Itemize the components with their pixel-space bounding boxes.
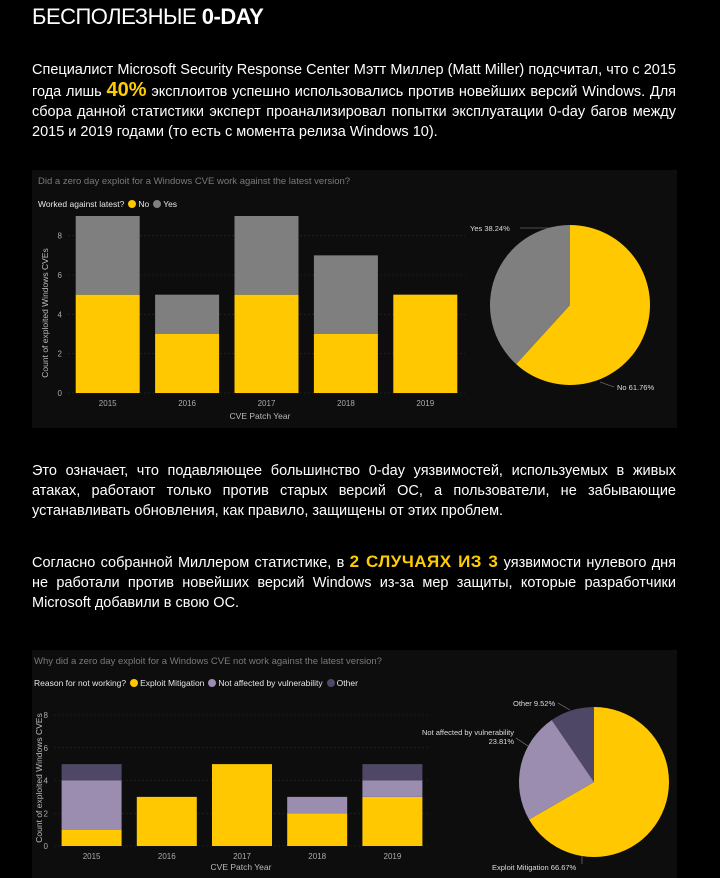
paragraph-statistics-before: Согласно собранной Миллером статистике, … <box>32 555 345 571</box>
chart1-svg: 0 2 4 6 8 2015 2016 2017 2018 2019 Count of explo… <box>40 216 654 421</box>
chart-panel-worked: Did a zero day exploit for a Windows CVE… <box>32 170 677 428</box>
bar-segment <box>155 294 220 334</box>
bar-segment <box>61 780 122 830</box>
bar-segment <box>75 216 140 295</box>
chart2-pie-label-not-affected-1: Not affected by vulnerability <box>422 728 514 737</box>
chart2-legend-other: Other <box>336 678 358 688</box>
y-tick-label: 0 <box>44 842 49 851</box>
x-tick-label: 2015 <box>83 852 101 861</box>
y-tick-label: 8 <box>58 232 63 241</box>
y-tick-label: 6 <box>44 744 49 753</box>
chart1-pie-label-no: No 61.76% <box>617 383 654 392</box>
x-tick-label: 2019 <box>416 399 434 408</box>
y-tick-label: 4 <box>58 310 63 319</box>
x-tick-label: 2016 <box>178 399 196 408</box>
bar-segment <box>287 813 348 846</box>
article-heading: БЕСПОЛЕЗНЫЕ 0-DAY <box>32 4 264 30</box>
pie-slice <box>529 707 669 857</box>
bar-segment <box>136 796 197 846</box>
legend-dot-yes <box>153 200 162 208</box>
x-tick-label: 2019 <box>384 852 402 861</box>
chart1-legend-title: Worked against latest? <box>38 199 125 209</box>
x-tick-label: 2018 <box>308 852 326 861</box>
bar-segment <box>287 796 348 814</box>
pie-slice <box>519 720 594 820</box>
x-tick-label: 2016 <box>158 852 176 861</box>
chart2-pie-leader-not-affected <box>515 737 529 747</box>
chart1-ylabel: Count of exploited Windows CVEs <box>40 248 50 377</box>
bar-segment <box>313 255 378 334</box>
highlight-percent: 40% <box>106 79 147 101</box>
paragraph-statistics: Согласно собранной Миллером статистике, … <box>32 552 676 613</box>
bar-segment <box>234 216 299 295</box>
heading-prefix: БЕСПОЛЕЗНЫЕ <box>32 4 197 29</box>
chart2-pie-label-other: Other 9.52% <box>513 699 555 708</box>
bar-segment <box>362 796 423 846</box>
paragraph-statistics-after: уязвимости нулевого дня не работали прот… <box>32 555 677 611</box>
chart1-legend: Worked against latest? No Yes <box>38 199 177 209</box>
paragraph-intro-before: Специалист Microsoft Security Response C… <box>32 62 676 100</box>
paragraph-intro: Специалист Microsoft Security Response C… <box>32 60 676 142</box>
pie-slice <box>551 707 594 782</box>
pie-slice <box>489 225 570 365</box>
bar-segment <box>362 764 423 781</box>
y-tick-label: 0 <box>58 389 63 398</box>
chart1-pie-leader-no <box>599 381 615 388</box>
chart1-xlabel: CVE Patch Year <box>230 411 291 421</box>
chart-panel-reasons: Why did a zero day exploit for a Windows… <box>32 650 677 878</box>
chart2-title: Why did a zero day exploit for a Windows… <box>34 656 382 667</box>
highlight-ratio: 2 СЛУЧАЯХ ИЗ 3 <box>349 552 499 571</box>
legend-dot-no <box>128 200 137 208</box>
legend-dot-other <box>326 679 335 687</box>
y-tick-label: 4 <box>44 777 49 786</box>
y-tick-label: 2 <box>58 350 63 359</box>
chart1-title: Did a zero day exploit for a Windows CVE… <box>38 176 351 187</box>
chart2-pie-leader-other <box>557 702 571 711</box>
bar-segment <box>393 294 458 393</box>
chart2-pie-label-not-affected-2: 23.81% <box>489 737 515 746</box>
bar-segment <box>61 764 122 781</box>
chart2-pie-label-mitigation: Exploit Mitigation 66.67% <box>492 863 577 872</box>
bar-segment <box>362 780 423 797</box>
bar-segment <box>155 334 220 393</box>
legend-dot-mitigation <box>130 679 139 687</box>
chart1-legend-no: No <box>138 199 150 209</box>
legend-dot-not-affected <box>208 679 217 687</box>
chart2-legend-title: Reason for not working? <box>34 678 127 688</box>
bar-segment <box>212 764 272 846</box>
bar-segment <box>234 294 299 393</box>
chart1-pie-label-yes: Yes 38.24% <box>470 224 510 233</box>
chart2-legend-not-affected: Not affected by vulnerability <box>218 678 323 688</box>
heading-highlight: 0-DAY <box>201 4 264 29</box>
paragraph-conclusion: Это означает, что подавляющее большинств… <box>32 463 676 519</box>
y-tick-label: 8 <box>44 711 49 720</box>
x-tick-label: 2015 <box>99 399 117 408</box>
x-tick-label: 2017 <box>258 399 276 408</box>
x-tick-label: 2017 <box>233 852 251 861</box>
chart2-legend: Reason for not working? Exploit Mitigatio… <box>34 678 358 688</box>
chart2-xlabel: CVE Patch Year <box>211 862 272 872</box>
bar-segment <box>75 294 140 393</box>
y-tick-label: 6 <box>58 271 63 280</box>
bar-segment <box>313 334 378 393</box>
chart2-legend-mitigation: Exploit Mitigation <box>140 678 205 688</box>
x-tick-label: 2018 <box>337 399 355 408</box>
chart2-svg: 0 2 4 6 8 2015 2016 2017 2018 2019 Count of explo… <box>34 699 669 872</box>
y-tick-label: 2 <box>44 809 49 818</box>
bar-segment <box>61 829 122 846</box>
pie-slice <box>516 225 650 385</box>
paragraph-intro-after: эксплоитов успешно использовались против… <box>32 84 677 140</box>
chart2-ylabel: Count of exploited Windows CVEs <box>34 713 44 842</box>
chart1-legend-yes: Yes <box>163 199 178 209</box>
